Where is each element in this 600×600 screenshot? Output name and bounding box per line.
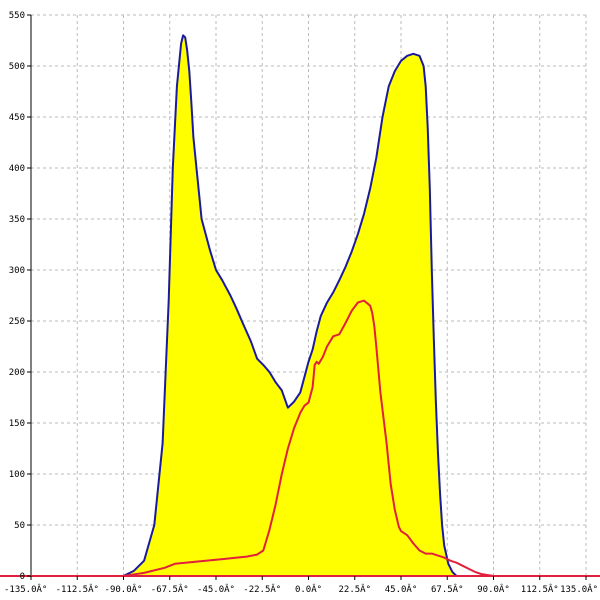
y-tick-label: 450 bbox=[9, 113, 25, 123]
y-tick-label: 150 bbox=[9, 419, 25, 429]
y-tick-label: 100 bbox=[9, 470, 25, 480]
series-1-line bbox=[123, 299, 494, 577]
x-tick-label: -67.5Â° bbox=[151, 583, 189, 595]
y-tick-label: 0 bbox=[20, 572, 25, 582]
x-tick-label: -45.0Â° bbox=[197, 583, 235, 595]
x-tick-label: 67.5Â° bbox=[431, 583, 464, 595]
x-tick-label: 45.0Â° bbox=[385, 583, 418, 595]
y-tick-label: 50 bbox=[14, 521, 25, 531]
x-tick-label: -135.0Â° bbox=[4, 583, 47, 595]
y-tick-label: 250 bbox=[9, 317, 25, 327]
series-0-outline bbox=[123, 34, 494, 577]
tick-labels: 0 50 100 150 200 250 300 350 400 450 500 550 -135.0Â… bbox=[4, 11, 598, 595]
y-tick-label: 300 bbox=[9, 266, 25, 276]
x-tick-label: 90.0Â° bbox=[477, 583, 510, 595]
x-tick-label: 112.5Â° bbox=[521, 583, 559, 595]
grid bbox=[31, 14, 587, 576]
y-tick-label: 400 bbox=[9, 164, 25, 174]
y-tick-label: 200 bbox=[9, 368, 25, 378]
y-tick-label: 350 bbox=[9, 215, 25, 225]
y-tick-label: 550 bbox=[9, 11, 25, 21]
y-tick-label: 500 bbox=[9, 62, 25, 72]
x-tick-label: 0.0Â° bbox=[295, 583, 322, 595]
series-layer bbox=[123, 34, 494, 577]
x-tick-label: -22.5Â° bbox=[243, 583, 281, 595]
x-tick-label: -112.5Â° bbox=[56, 583, 99, 595]
x-tick-label: 22.5Â° bbox=[338, 583, 371, 595]
axes bbox=[0, 14, 600, 580]
x-tick-label: 135.0Â° bbox=[560, 583, 598, 595]
series-0-area bbox=[123, 35, 494, 576]
x-tick-label: -90.0Â° bbox=[105, 583, 143, 595]
